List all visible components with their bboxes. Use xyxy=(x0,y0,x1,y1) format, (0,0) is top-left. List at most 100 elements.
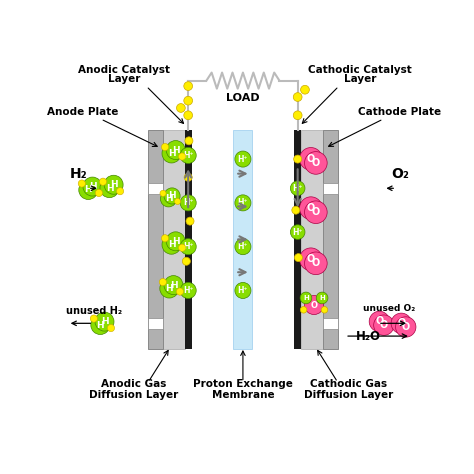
Circle shape xyxy=(104,175,123,194)
Text: O: O xyxy=(375,317,383,327)
Circle shape xyxy=(180,283,196,299)
Circle shape xyxy=(95,190,102,197)
Text: H₂: H₂ xyxy=(70,167,87,181)
Circle shape xyxy=(293,111,302,119)
Circle shape xyxy=(391,313,411,334)
Text: H: H xyxy=(110,180,118,189)
Text: Cathodic Catalyst: Cathodic Catalyst xyxy=(308,65,411,75)
Circle shape xyxy=(294,254,302,262)
Text: O₂: O₂ xyxy=(391,167,409,181)
Text: Anodic Catalyst: Anodic Catalyst xyxy=(78,65,170,75)
Text: H₂O: H₂O xyxy=(356,330,382,343)
Circle shape xyxy=(374,315,394,335)
Text: H: H xyxy=(319,295,325,301)
Text: O: O xyxy=(312,158,320,168)
Text: H: H xyxy=(97,320,104,329)
Text: O: O xyxy=(380,320,388,330)
Text: H⁺: H⁺ xyxy=(292,184,303,193)
Text: H: H xyxy=(164,194,173,203)
Text: Diffusion Layer: Diffusion Layer xyxy=(304,390,393,400)
Circle shape xyxy=(180,195,196,211)
Bar xyxy=(148,183,163,194)
Text: H⁺: H⁺ xyxy=(183,242,193,251)
Text: O: O xyxy=(307,203,315,213)
Circle shape xyxy=(304,252,327,274)
Circle shape xyxy=(294,155,301,163)
Circle shape xyxy=(174,198,181,204)
Bar xyxy=(233,130,253,349)
Circle shape xyxy=(291,181,305,196)
Text: H⁺: H⁺ xyxy=(292,228,303,237)
Circle shape xyxy=(186,217,194,225)
Bar xyxy=(323,183,338,194)
Circle shape xyxy=(162,144,181,163)
Bar xyxy=(184,130,192,349)
Circle shape xyxy=(184,82,192,91)
Text: Diffusion Layer: Diffusion Layer xyxy=(89,390,178,400)
Circle shape xyxy=(166,232,185,251)
Circle shape xyxy=(162,235,169,242)
Circle shape xyxy=(180,147,196,164)
Circle shape xyxy=(107,325,115,332)
Circle shape xyxy=(291,225,305,239)
Bar xyxy=(163,130,184,349)
Text: H⁺: H⁺ xyxy=(183,199,193,207)
Text: H⁺: H⁺ xyxy=(183,286,193,295)
Circle shape xyxy=(166,141,185,160)
Circle shape xyxy=(79,181,98,200)
Circle shape xyxy=(160,190,166,196)
Text: H: H xyxy=(89,182,96,191)
Circle shape xyxy=(301,85,310,94)
Bar xyxy=(294,130,301,349)
Circle shape xyxy=(235,195,251,211)
Circle shape xyxy=(304,296,324,315)
Circle shape xyxy=(185,137,193,145)
Text: Membrane: Membrane xyxy=(211,390,274,400)
Circle shape xyxy=(235,238,251,255)
Circle shape xyxy=(176,104,185,112)
Text: O: O xyxy=(397,319,405,328)
Text: H: H xyxy=(303,295,309,301)
Text: Layer: Layer xyxy=(108,74,140,84)
Circle shape xyxy=(161,191,177,207)
Text: Layer: Layer xyxy=(344,74,376,84)
Text: Cathode Plate: Cathode Plate xyxy=(358,107,441,117)
Text: O: O xyxy=(307,154,315,164)
Text: H: H xyxy=(168,149,175,158)
Text: O: O xyxy=(401,322,410,332)
Circle shape xyxy=(304,152,327,174)
Circle shape xyxy=(162,144,169,151)
Circle shape xyxy=(176,288,183,295)
Text: O: O xyxy=(307,254,315,264)
Circle shape xyxy=(78,180,85,187)
Circle shape xyxy=(396,317,416,337)
Text: O: O xyxy=(310,301,318,310)
Circle shape xyxy=(184,111,192,119)
Bar xyxy=(323,130,338,349)
Circle shape xyxy=(235,283,251,299)
Text: H: H xyxy=(165,284,173,293)
Circle shape xyxy=(100,179,119,198)
Text: H⁺: H⁺ xyxy=(237,199,248,207)
Text: O: O xyxy=(312,258,320,268)
Circle shape xyxy=(95,312,114,331)
Bar xyxy=(148,130,163,349)
Circle shape xyxy=(91,316,110,335)
Bar xyxy=(323,318,338,329)
Text: Anodic Gas: Anodic Gas xyxy=(101,379,166,389)
Text: unused H₂: unused H₂ xyxy=(66,306,122,316)
Text: unused O₂: unused O₂ xyxy=(364,304,416,313)
Circle shape xyxy=(182,257,191,265)
Circle shape xyxy=(164,188,180,204)
Circle shape xyxy=(180,238,196,255)
Text: O: O xyxy=(312,207,320,217)
Text: Anode Plate: Anode Plate xyxy=(46,107,118,117)
Circle shape xyxy=(184,96,192,105)
Text: H: H xyxy=(172,146,180,155)
Text: LOAD: LOAD xyxy=(226,93,260,103)
Text: H: H xyxy=(84,185,92,194)
Circle shape xyxy=(179,153,186,160)
Text: H⁺: H⁺ xyxy=(237,155,248,164)
Circle shape xyxy=(369,311,390,332)
Circle shape xyxy=(117,188,124,195)
